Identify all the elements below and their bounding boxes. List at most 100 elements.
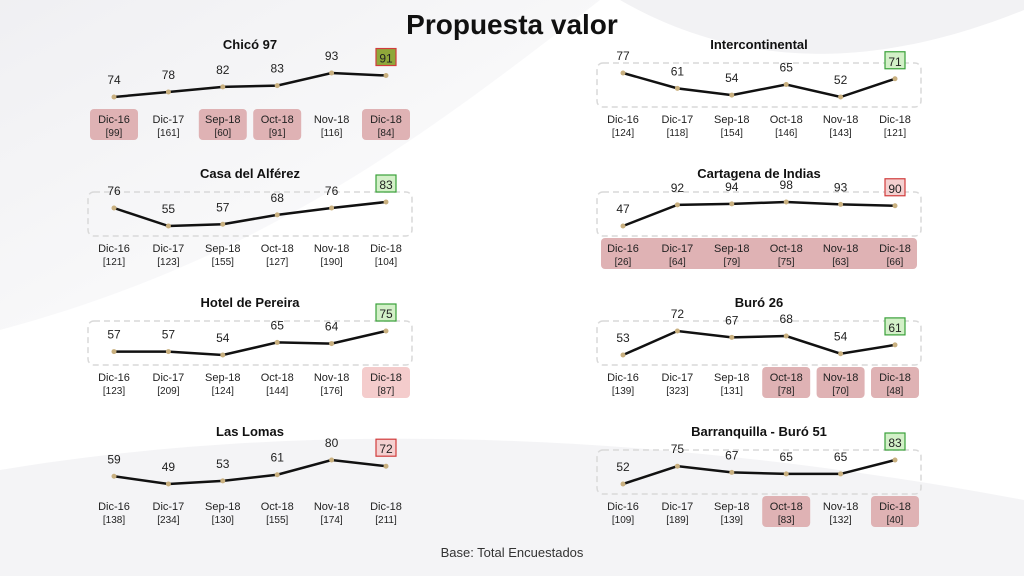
x-tick-label: Nov-18 [314, 243, 349, 255]
x-tick-label: Oct-18 [770, 114, 803, 126]
series-line [622, 329, 896, 357]
base-count-label: [104] [375, 257, 397, 268]
chart-panel-1: Chicó 97 74 Dic-16 [99] 78 Dic-17 [161] 82 Sep-1… [90, 37, 410, 140]
category-highlight [253, 109, 302, 140]
data-point [838, 201, 844, 207]
data-label: 68 [271, 191, 285, 205]
data-point [383, 73, 389, 79]
x-tick-label: Dic-16 [607, 243, 639, 255]
series-line [622, 200, 896, 228]
base-count-label: [143] [829, 128, 851, 139]
data-point [674, 202, 680, 208]
base-count-label: [121] [103, 257, 125, 268]
data-label: 54 [216, 331, 230, 345]
data-point [274, 212, 280, 218]
data-point [892, 342, 898, 348]
x-tick-label: Sep-18 [714, 114, 749, 126]
x-tick-label: Dic-16 [98, 501, 130, 513]
data-label: 93 [325, 49, 339, 63]
data-label: 82 [216, 63, 230, 77]
base-count-label: [211] [375, 515, 397, 526]
data-point [220, 352, 226, 358]
data-label: 55 [162, 202, 176, 216]
data-point [220, 221, 226, 227]
x-tick-label: Dic-17 [662, 372, 694, 384]
x-tick-label: Sep-18 [205, 114, 240, 126]
x-tick-label: Dic-17 [153, 372, 185, 384]
data-point [838, 94, 844, 100]
base-count-label: [138] [103, 515, 125, 526]
series-line [113, 458, 387, 486]
chart-title: Buró 26 [735, 295, 783, 310]
base-count-label: [154] [721, 128, 743, 139]
data-point [220, 478, 226, 484]
base-count-label: [79] [723, 257, 740, 268]
base-count-label: [83] [778, 515, 795, 526]
data-point [892, 76, 898, 82]
base-count-label: [66] [887, 257, 904, 268]
data-point [220, 84, 226, 90]
base-count-label: [118] [667, 128, 689, 139]
category-highlight [90, 109, 138, 140]
series-line [114, 329, 387, 357]
x-tick-label: Nov-18 [314, 114, 349, 126]
last-value-box [884, 178, 906, 197]
base-count-label: [87] [378, 386, 395, 397]
data-point [674, 463, 680, 469]
base-count-label: [189] [666, 515, 688, 526]
data-label: 83 [888, 436, 902, 450]
chart-title: Casa del Alférez [200, 166, 300, 181]
data-point [620, 352, 626, 358]
x-tick-label: Dic-18 [879, 243, 911, 255]
data-label: 54 [725, 71, 739, 85]
x-tick-label: Dic-16 [98, 243, 130, 255]
x-tick-label: Sep-18 [714, 372, 749, 384]
last-value-box [375, 47, 397, 67]
base-count-label: [190] [320, 257, 342, 268]
category-band [601, 238, 917, 269]
x-tick-label: Sep-18 [205, 372, 240, 384]
base-count-label: [26] [615, 257, 632, 268]
data-label: 72 [379, 442, 393, 456]
data-label: 75 [671, 442, 685, 456]
dashed-frame [596, 62, 922, 108]
data-label: 67 [725, 448, 739, 462]
x-tick-label: Dic-17 [153, 114, 185, 126]
base-count-label: [109] [612, 515, 634, 526]
data-point [783, 82, 789, 88]
data-point [838, 351, 844, 357]
x-tick-label: Dic-16 [98, 372, 130, 384]
chart-title: Intercontinental [710, 37, 808, 52]
x-tick-label: Dic-17 [662, 114, 694, 126]
data-label: 75 [379, 307, 393, 321]
data-point [729, 201, 735, 207]
chart-title: Barranquilla - Buró 51 [691, 424, 827, 439]
data-label: 65 [271, 318, 285, 332]
data-label: 61 [888, 321, 902, 335]
series-line [622, 71, 896, 99]
x-tick-label: Oct-18 [261, 114, 294, 126]
x-tick-label: Oct-18 [770, 501, 803, 513]
base-count-label: [131] [721, 386, 743, 397]
x-tick-label: Nov-18 [314, 501, 349, 513]
base-count-label: [234] [157, 515, 179, 526]
base-count-label: [139] [721, 515, 743, 526]
data-label: 78 [162, 68, 176, 82]
data-point [783, 199, 789, 205]
x-tick-label: Nov-18 [823, 372, 858, 384]
x-tick-label: Dic-16 [607, 114, 639, 126]
last-value-box [884, 51, 906, 70]
data-point [838, 471, 844, 477]
data-label: 71 [888, 55, 902, 69]
category-highlight [762, 367, 811, 398]
data-label: 57 [162, 328, 176, 342]
data-point [674, 85, 680, 91]
dashed-frame [596, 191, 922, 237]
data-point [329, 70, 335, 76]
data-label: 53 [216, 457, 230, 471]
data-label: 61 [271, 451, 285, 465]
dashed-frame [596, 449, 922, 495]
data-label: 57 [107, 328, 121, 342]
data-label: 90 [888, 182, 902, 196]
